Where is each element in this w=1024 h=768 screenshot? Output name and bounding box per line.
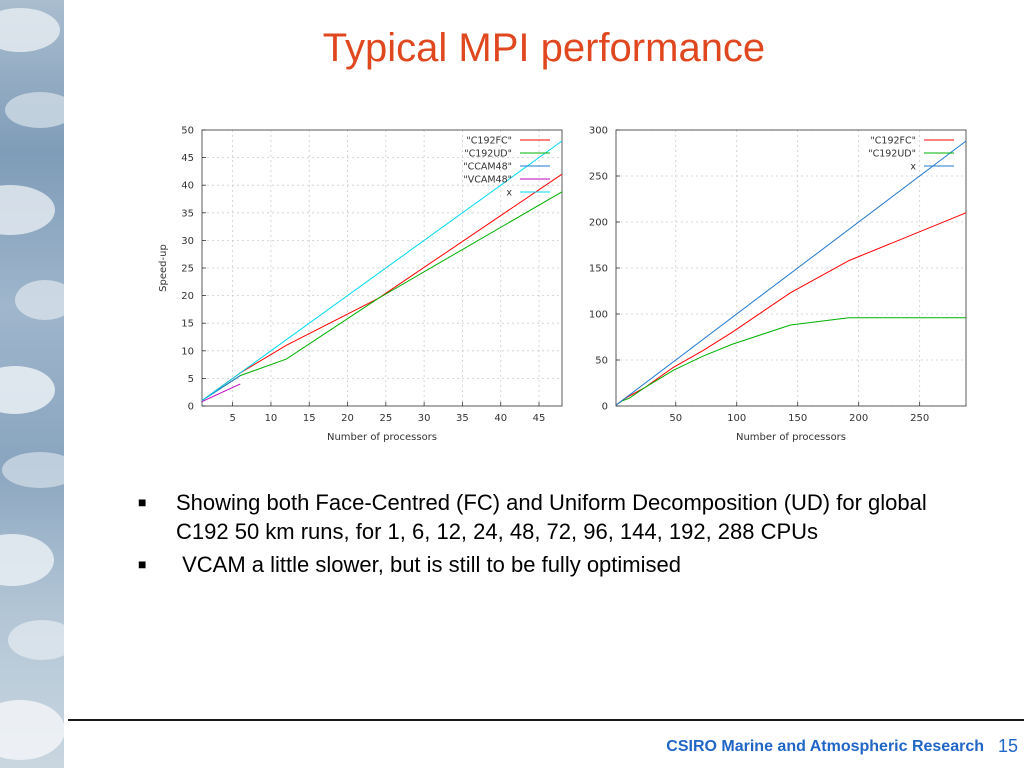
y-tick-label: 0 bbox=[602, 402, 608, 413]
series-line bbox=[201, 383, 241, 403]
y-tick-label: 25 bbox=[181, 264, 194, 275]
series-line bbox=[201, 140, 563, 401]
series-line bbox=[201, 173, 563, 401]
x-tick-label: 45 bbox=[533, 413, 546, 424]
x-tick-label: 250 bbox=[910, 413, 929, 424]
x-tick-label: 40 bbox=[494, 413, 507, 424]
y-tick-label: 10 bbox=[181, 346, 194, 357]
sky-background-strip bbox=[0, 0, 64, 768]
legend-label: x bbox=[506, 188, 512, 199]
bullet-list: ■ Showing both Face-Centred (FC) and Uni… bbox=[138, 488, 978, 583]
series-line bbox=[201, 191, 563, 401]
y-tick-label: 5 bbox=[188, 374, 194, 385]
bullet-text: Showing both Face-Centred (FC) and Unifo… bbox=[176, 490, 927, 544]
y-tick-label: 50 bbox=[181, 126, 194, 137]
y-axis-label: Speed-up bbox=[158, 244, 169, 292]
footer-divider bbox=[68, 719, 1024, 721]
legend-label: x bbox=[910, 162, 916, 173]
y-tick-label: 100 bbox=[589, 310, 608, 321]
series-line bbox=[615, 317, 966, 406]
y-tick-label: 50 bbox=[595, 356, 608, 367]
x-axis-label: Number of processors bbox=[736, 432, 846, 443]
y-tick-label: 200 bbox=[589, 218, 608, 229]
x-axis-label: Number of processors bbox=[327, 432, 437, 443]
x-tick-label: 10 bbox=[265, 413, 278, 424]
legend-label: "VCAM48" bbox=[463, 175, 512, 186]
legend-label: "C192UD" bbox=[868, 149, 916, 160]
series-line bbox=[615, 212, 967, 406]
x-tick-label: 15 bbox=[303, 413, 316, 424]
y-tick-label: 250 bbox=[589, 172, 608, 183]
x-tick-label: 35 bbox=[456, 413, 469, 424]
cloud-decoration bbox=[0, 8, 64, 760]
y-tick-label: 20 bbox=[181, 291, 194, 302]
legend-label: "C192UD" bbox=[464, 149, 512, 160]
bullet-marker: ■ bbox=[138, 556, 147, 572]
y-tick-label: 45 bbox=[181, 153, 194, 164]
legend-label: "C192FC" bbox=[466, 136, 512, 147]
series-line bbox=[615, 140, 967, 406]
y-tick-label: 150 bbox=[589, 264, 608, 275]
y-tick-label: 15 bbox=[181, 319, 194, 330]
y-tick-label: 300 bbox=[589, 126, 608, 137]
legend-label: "C192FC" bbox=[870, 136, 916, 147]
bullet-item: ■ VCAM a little slower, but is still to … bbox=[138, 550, 978, 579]
page-number: 15 bbox=[997, 736, 1018, 756]
y-tick-label: 30 bbox=[181, 236, 194, 247]
y-tick-label: 40 bbox=[181, 181, 194, 192]
x-tick-label: 150 bbox=[788, 413, 807, 424]
bullet-marker: ■ bbox=[138, 494, 147, 510]
x-tick-label: 200 bbox=[849, 413, 868, 424]
speedup-chart-small: 5 10 15 20 25 30 35 40 45 0 5 10 15 20 25 30 35 40 45 50 Num… bbox=[158, 126, 563, 443]
x-tick-label: 20 bbox=[341, 413, 354, 424]
y-tick-label: 0 bbox=[188, 402, 194, 413]
x-tick-label: 50 bbox=[669, 413, 682, 424]
speedup-chart-large: 50 100 150 200 250 0 50 100 150 200 250 300 Number o… bbox=[589, 126, 967, 443]
x-tick-label: 25 bbox=[379, 413, 392, 424]
slide-title: Typical MPI performance bbox=[322, 26, 766, 70]
x-tick-label: 100 bbox=[727, 413, 746, 424]
legend-label: "CCAM48" bbox=[463, 162, 512, 173]
y-tick-label: 35 bbox=[181, 208, 194, 219]
footer-organization: CSIRO Marine and Atmospheric Research bbox=[666, 738, 984, 755]
bullet-text: VCAM a little slower, but is still to be… bbox=[176, 552, 681, 577]
bullet-item: ■ Showing both Face-Centred (FC) and Uni… bbox=[138, 488, 978, 546]
x-tick-label: 30 bbox=[418, 413, 431, 424]
x-tick-label: 5 bbox=[229, 413, 235, 424]
